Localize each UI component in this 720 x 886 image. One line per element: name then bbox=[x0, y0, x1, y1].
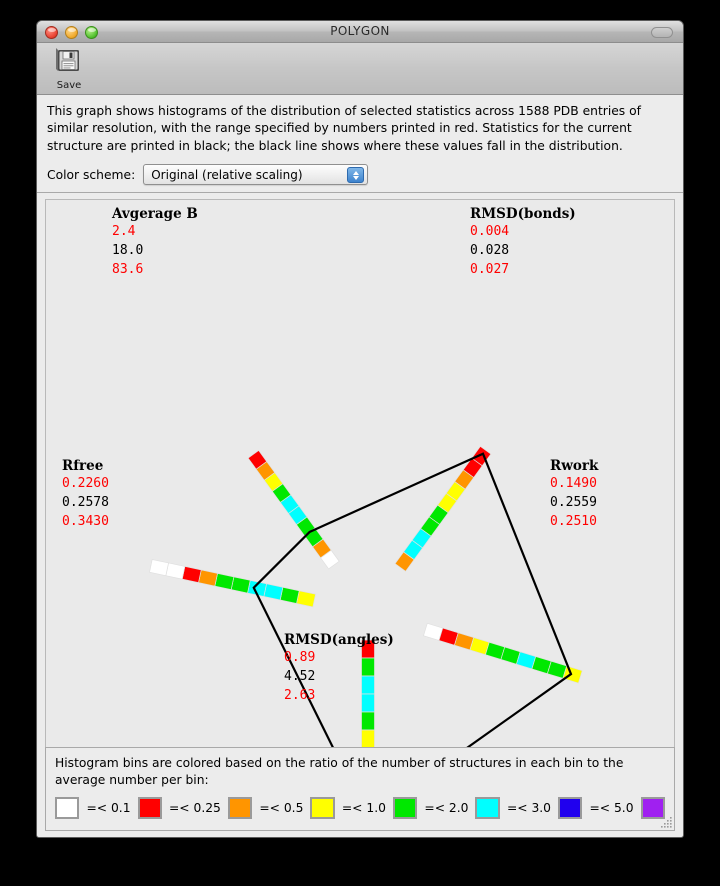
color-scheme-row: Color scheme: Original (relative scaling… bbox=[47, 164, 673, 186]
toolbar: Save bbox=[37, 43, 683, 95]
color-scheme-value: Original (relative scaling) bbox=[151, 167, 303, 182]
legend-threshold-3: =< 1.0 bbox=[341, 801, 386, 816]
window-title: POLYGON bbox=[330, 24, 390, 38]
axis-title: RMSD(angles) bbox=[284, 632, 394, 649]
histogram-bin bbox=[296, 590, 316, 608]
legend-description: Histogram bins are colored based on the … bbox=[55, 756, 624, 788]
legend-swatch-0 bbox=[55, 797, 80, 820]
axis-value-max: 0.2510 bbox=[550, 514, 597, 530]
legend-swatch-5 bbox=[475, 797, 500, 820]
histogram-bin bbox=[361, 712, 375, 731]
legend-threshold-1: =< 0.25 bbox=[168, 801, 221, 816]
legend-threshold-5: =< 3.0 bbox=[506, 801, 552, 816]
axis-histogram-4 bbox=[149, 559, 316, 608]
up-down-stepper-icon[interactable] bbox=[347, 167, 365, 184]
save-button-label: Save bbox=[56, 80, 82, 91]
axis-value-current: 18.0 bbox=[112, 243, 144, 259]
legend-threshold-2: =< 0.5 bbox=[259, 801, 304, 816]
histogram-bin bbox=[247, 450, 268, 470]
description-panel: This graph shows histograms of the distr… bbox=[37, 95, 683, 194]
axis-value-current: 0.028 bbox=[470, 243, 510, 259]
histogram-bin bbox=[181, 566, 202, 584]
axis-value-min: 0.1490 bbox=[550, 476, 597, 492]
legend-panel: Histogram bins are colored based on the … bbox=[45, 747, 675, 831]
color-scheme-label: Color scheme: bbox=[47, 167, 136, 182]
legend-threshold-0: =< 0.1 bbox=[86, 801, 131, 816]
histogram-bin bbox=[230, 576, 251, 594]
histogram-bin bbox=[263, 583, 284, 601]
axis-value-min: 0.89 bbox=[284, 650, 316, 666]
axis-value-min: 0.004 bbox=[470, 224, 510, 240]
polygon-plot[interactable]: Avgerage B 2.4 18.0 83.6 RMSD(bonds) 0.004 0.0… bbox=[45, 199, 675, 755]
legend-swatch-4 bbox=[392, 797, 418, 820]
polygon-plot-canvas bbox=[149, 446, 583, 754]
axis-value-min: 0.2260 bbox=[62, 476, 109, 492]
axis-histogram-2 bbox=[423, 623, 583, 684]
axis-title: RMSD(bonds) bbox=[470, 206, 576, 223]
axis-value-current: 0.2559 bbox=[550, 495, 597, 511]
minimize-button[interactable] bbox=[65, 26, 78, 39]
legend-swatch-6 bbox=[558, 797, 583, 820]
axis-value-max: 0.027 bbox=[470, 262, 510, 278]
legend-threshold-4: =< 2.0 bbox=[424, 801, 469, 816]
legend-swatch-7 bbox=[640, 797, 665, 820]
description-text: This graph shows histograms of the distr… bbox=[47, 104, 641, 153]
legend-threshold-6: =< 5.0 bbox=[589, 801, 634, 816]
current-structure-polyline bbox=[252, 452, 573, 754]
legend-swatch-1 bbox=[137, 797, 162, 820]
axis-histogram-0 bbox=[247, 450, 340, 570]
floppy-disk-save-icon bbox=[54, 45, 84, 79]
histogram-bin bbox=[279, 587, 300, 605]
axis-label-group-1: RMSD(bonds) 0.004 0.028 0.027 bbox=[470, 206, 576, 279]
axis-title: Rfree bbox=[62, 458, 104, 475]
plot-wrapper: Avgerage B 2.4 18.0 83.6 RMSD(bonds) 0.004 0.0… bbox=[37, 193, 683, 755]
histogram-bin bbox=[214, 573, 235, 591]
title-bar: POLYGON bbox=[37, 21, 683, 43]
resize-grip[interactable] bbox=[659, 815, 673, 829]
axis-histogram-1 bbox=[394, 446, 492, 573]
polygon-window: POLYGON Save This graph bbox=[36, 20, 684, 838]
axis-label-group-4: Rfree 0.2260 0.2578 0.3430 bbox=[62, 458, 109, 531]
histogram-bin bbox=[361, 730, 375, 749]
legend-swatch-2 bbox=[227, 797, 253, 820]
close-button[interactable] bbox=[45, 26, 58, 39]
axis-histogram-3 bbox=[361, 640, 375, 754]
histogram-bin bbox=[198, 569, 218, 587]
save-button[interactable]: Save bbox=[47, 45, 91, 91]
axis-label-group-2: Rwork 0.1490 0.2559 0.2510 bbox=[550, 458, 598, 531]
axis-value-min: 2.4 bbox=[112, 224, 136, 240]
histogram-bin bbox=[165, 562, 186, 580]
axis-label-group-0: Avgerage B 2.4 18.0 83.6 bbox=[112, 206, 198, 279]
axis-label-group-3: RMSD(angles) 0.89 4.52 2.63 bbox=[284, 632, 394, 705]
axis-value-max: 83.6 bbox=[112, 262, 144, 278]
axis-title: Rwork bbox=[550, 458, 599, 475]
zoom-button[interactable] bbox=[85, 26, 98, 39]
axis-title: Avgerage B bbox=[112, 206, 198, 223]
legend-swatch-3 bbox=[310, 797, 335, 820]
axis-value-current: 0.2578 bbox=[62, 495, 109, 511]
toolbar-toggle-button[interactable] bbox=[651, 27, 673, 38]
color-scheme-select[interactable]: Original (relative scaling) bbox=[143, 164, 369, 186]
legend-swatch-row: =< 0.1 =< 0.25 =< 0.5 =< 1.0 =< 2.0 =< 3.0 =< … bbox=[55, 797, 665, 820]
axis-value-max: 2.63 bbox=[284, 688, 316, 704]
axis-value-current: 4.52 bbox=[284, 669, 316, 685]
histogram-bin bbox=[149, 559, 169, 577]
axis-value-max: 0.3430 bbox=[62, 514, 109, 530]
histogram-bin bbox=[471, 446, 492, 467]
histogram-bin bbox=[562, 665, 583, 684]
